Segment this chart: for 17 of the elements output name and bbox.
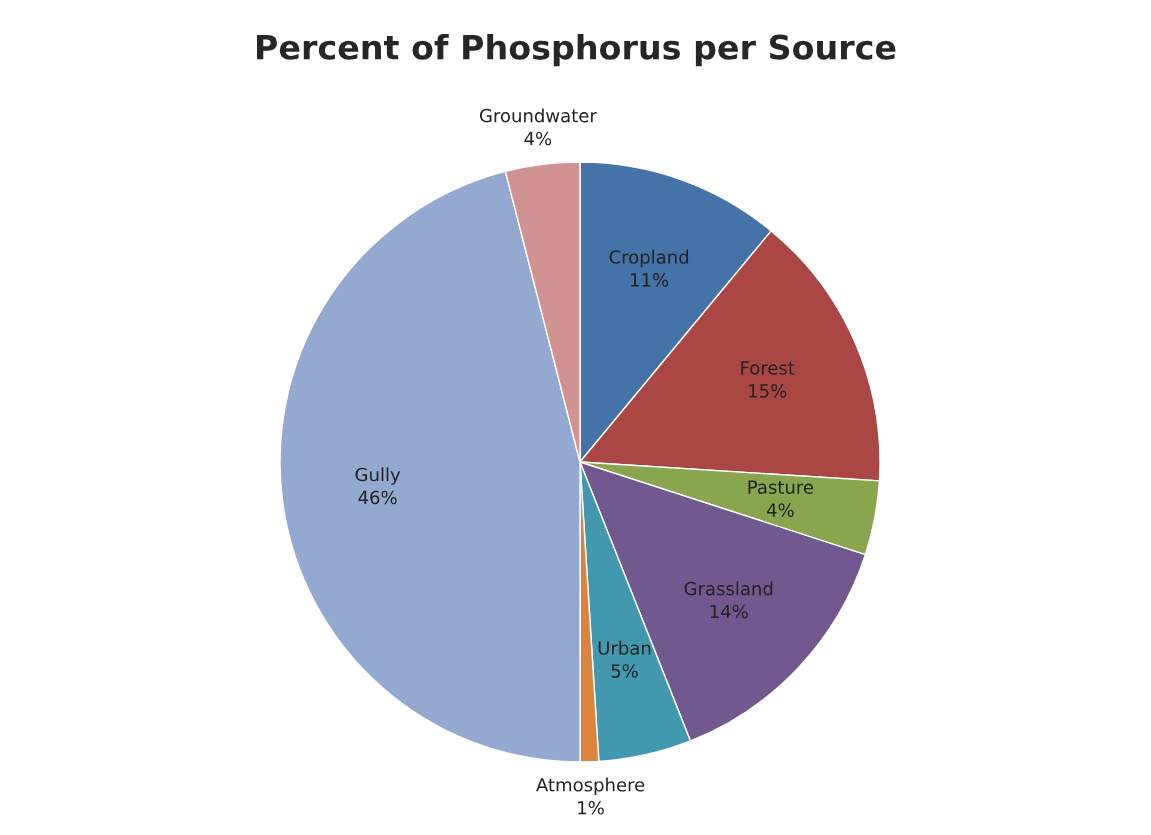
data-label: 4%: [766, 503, 794, 517]
slice-label: Atmosphere: [536, 777, 645, 796]
data-label: 1%: [578, 800, 604, 815]
data-label: 4%: [524, 131, 552, 146]
slice-label: Gully: [355, 467, 401, 485]
slice-label: Pasture: [748, 480, 814, 494]
data-label: 5%: [611, 664, 638, 678]
data-label: 14%: [710, 604, 748, 619]
slice-label: Forest: [741, 361, 795, 375]
data-label: 11%: [631, 273, 669, 287]
slice-label: Urban: [598, 640, 651, 655]
slice-label: Groundwater: [479, 108, 597, 123]
slice-label: Cropland: [609, 249, 689, 268]
chart-title: Percent of Phosphorus per Source: [257, 33, 896, 67]
data-label: 15%: [749, 384, 787, 398]
slice-label: Grassland: [684, 581, 773, 596]
data-label: 46%: [358, 490, 397, 505]
